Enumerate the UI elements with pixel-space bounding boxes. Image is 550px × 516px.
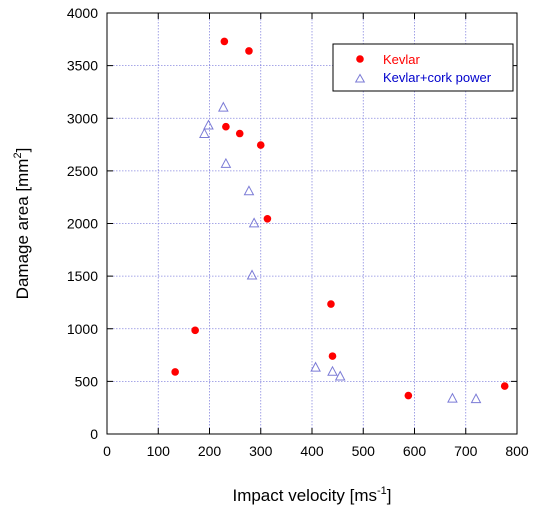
kevlar-point xyxy=(328,352,337,360)
x-tick-label: 600 xyxy=(403,443,427,459)
legend-box xyxy=(332,43,514,92)
x-axis-title: Impact velocity [ms-1] xyxy=(232,485,391,505)
kevlar-point xyxy=(171,368,179,376)
y-tick-label: 4000 xyxy=(67,5,98,21)
x-tick-label: 200 xyxy=(198,443,222,459)
x-tick-label: 700 xyxy=(454,443,478,459)
legend-kevlar-cork-label: Kevlar+cork power xyxy=(383,70,492,85)
kevlar-cork-point xyxy=(447,392,458,403)
kevlar-point xyxy=(500,382,509,390)
kevlar-point xyxy=(191,326,199,335)
kevlar-cork-point xyxy=(199,127,210,138)
kevlar-cork-point xyxy=(334,370,346,381)
y-axis-title: Damage area [mm2] xyxy=(12,148,32,300)
y-axis-ticks: 0 500 1000 1500 2000 2500 3000 3500 4000 xyxy=(67,5,517,442)
kevlar-point xyxy=(327,300,335,308)
y-tick-label: 3500 xyxy=(67,58,98,74)
y-tick-label: 1000 xyxy=(67,321,98,337)
x-tick-label: 400 xyxy=(300,443,324,459)
kevlar-point xyxy=(222,122,230,131)
x-tick-label: 0 xyxy=(103,443,111,459)
x-tick-label: 500 xyxy=(352,443,376,459)
kevlar-cork-point xyxy=(220,157,232,168)
x-tick-label: 300 xyxy=(249,443,273,459)
y-tick-label: 0 xyxy=(90,426,98,442)
legend-kevlar-cork-marker xyxy=(354,73,366,83)
x-tick-label: 800 xyxy=(505,443,529,459)
y-tick-label: 500 xyxy=(75,373,99,389)
kevlar-cork-point xyxy=(248,217,260,228)
legend-kevlar-marker xyxy=(356,55,364,63)
y-tick-label: 2500 xyxy=(67,163,98,179)
kevlar-cork-point xyxy=(243,185,255,196)
kevlar-cork-point xyxy=(203,119,214,130)
kevlar-point xyxy=(220,37,229,46)
kevlar-point xyxy=(245,47,253,55)
kevlar-cork-point xyxy=(218,101,229,112)
kevlar-cork-point xyxy=(327,365,338,376)
kevlar-cork-point xyxy=(246,269,258,280)
kevlar-cork-point xyxy=(470,393,482,404)
kevlar-cork-point xyxy=(310,361,321,372)
x-tick-label: 100 xyxy=(147,443,171,459)
kevlar-point xyxy=(263,214,272,223)
kevlar-point xyxy=(235,129,244,138)
x-axis-ticks: 0 100 200 300 400 500 600 700 800 xyxy=(103,13,529,459)
kevlar-point xyxy=(256,141,265,149)
y-tick-label: 3000 xyxy=(67,110,98,126)
legend-kevlar-label: Kevlar xyxy=(383,52,421,67)
legend: Kevlar Kevlar+cork power xyxy=(332,43,514,92)
y-tick-label: 2000 xyxy=(67,216,98,232)
data-points xyxy=(171,37,509,404)
kevlar-point xyxy=(404,391,413,400)
y-tick-label: 1500 xyxy=(67,268,98,284)
